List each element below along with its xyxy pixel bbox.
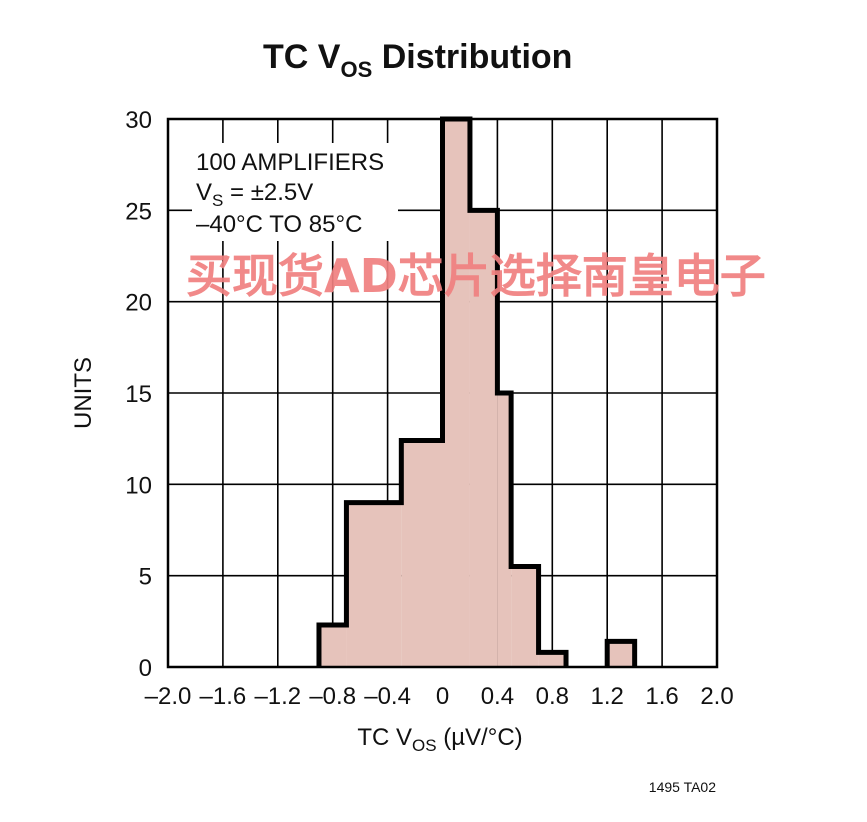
chart-title: TC VOS Distribution: [263, 38, 572, 82]
plot-frame: [166, 117, 719, 669]
annotation-line-2: VS = ±2.5V: [196, 179, 313, 210]
x-tick-label: 2.0: [700, 683, 733, 710]
histogram-bar: [511, 566, 539, 667]
x-tick-labels: –2.0 –1.6 –1.2 –0.8 –0.4 0 0.4 0.8 1.2 1.6 2.0: [145, 683, 734, 710]
x-tick-label: –0.4: [364, 683, 411, 710]
histogram-bar: [318, 624, 347, 667]
x-tick-label: 0: [436, 683, 449, 710]
x-tick-label: –1.6: [200, 683, 247, 710]
histogram-bar: [346, 502, 402, 667]
figure-id: 1495 TA02: [649, 779, 716, 795]
x-tick-label: –1.2: [254, 683, 301, 710]
histogram-bars: [318, 119, 635, 668]
y-tick-labels: 0 5 10 15 20 25 30: [125, 107, 152, 682]
annotation-line-3: –40°C TO 85°C: [196, 211, 362, 238]
histogram-bar: [497, 393, 512, 667]
x-tick-label: 1.6: [645, 683, 678, 710]
histogram-bar: [442, 119, 470, 667]
histogram-bar: [469, 210, 498, 668]
y-tick-label: 30: [125, 107, 152, 134]
y-tick-label: 0: [139, 655, 152, 682]
x-tick-label: –0.8: [309, 683, 356, 710]
x-tick-label: –2.0: [145, 683, 192, 710]
y-tick-label: 15: [125, 381, 152, 408]
x-tick-label: 0.4: [481, 683, 514, 710]
x-axis-label: TC VOS (µV/°C): [357, 724, 522, 755]
y-tick-label: 25: [125, 198, 152, 225]
x-tick-label: 0.8: [536, 683, 569, 710]
x-tick-label: 1.2: [591, 683, 624, 710]
y-tick-label: 5: [139, 564, 152, 591]
histogram-bar: [538, 652, 567, 667]
histogram-outline: [316, 116, 638, 667]
y-tick-label: 10: [125, 472, 152, 499]
annotation-background: [192, 143, 398, 241]
histogram-bar: [401, 440, 443, 667]
y-axis-label: UNITS: [70, 357, 97, 429]
watermark-text: 买现货AD芯片选择南皇电子: [186, 249, 766, 303]
histogram-bar: [607, 641, 635, 667]
annotation-line-1: 100 AMPLIFIERS: [196, 149, 384, 176]
y-tick-label: 20: [125, 290, 152, 317]
